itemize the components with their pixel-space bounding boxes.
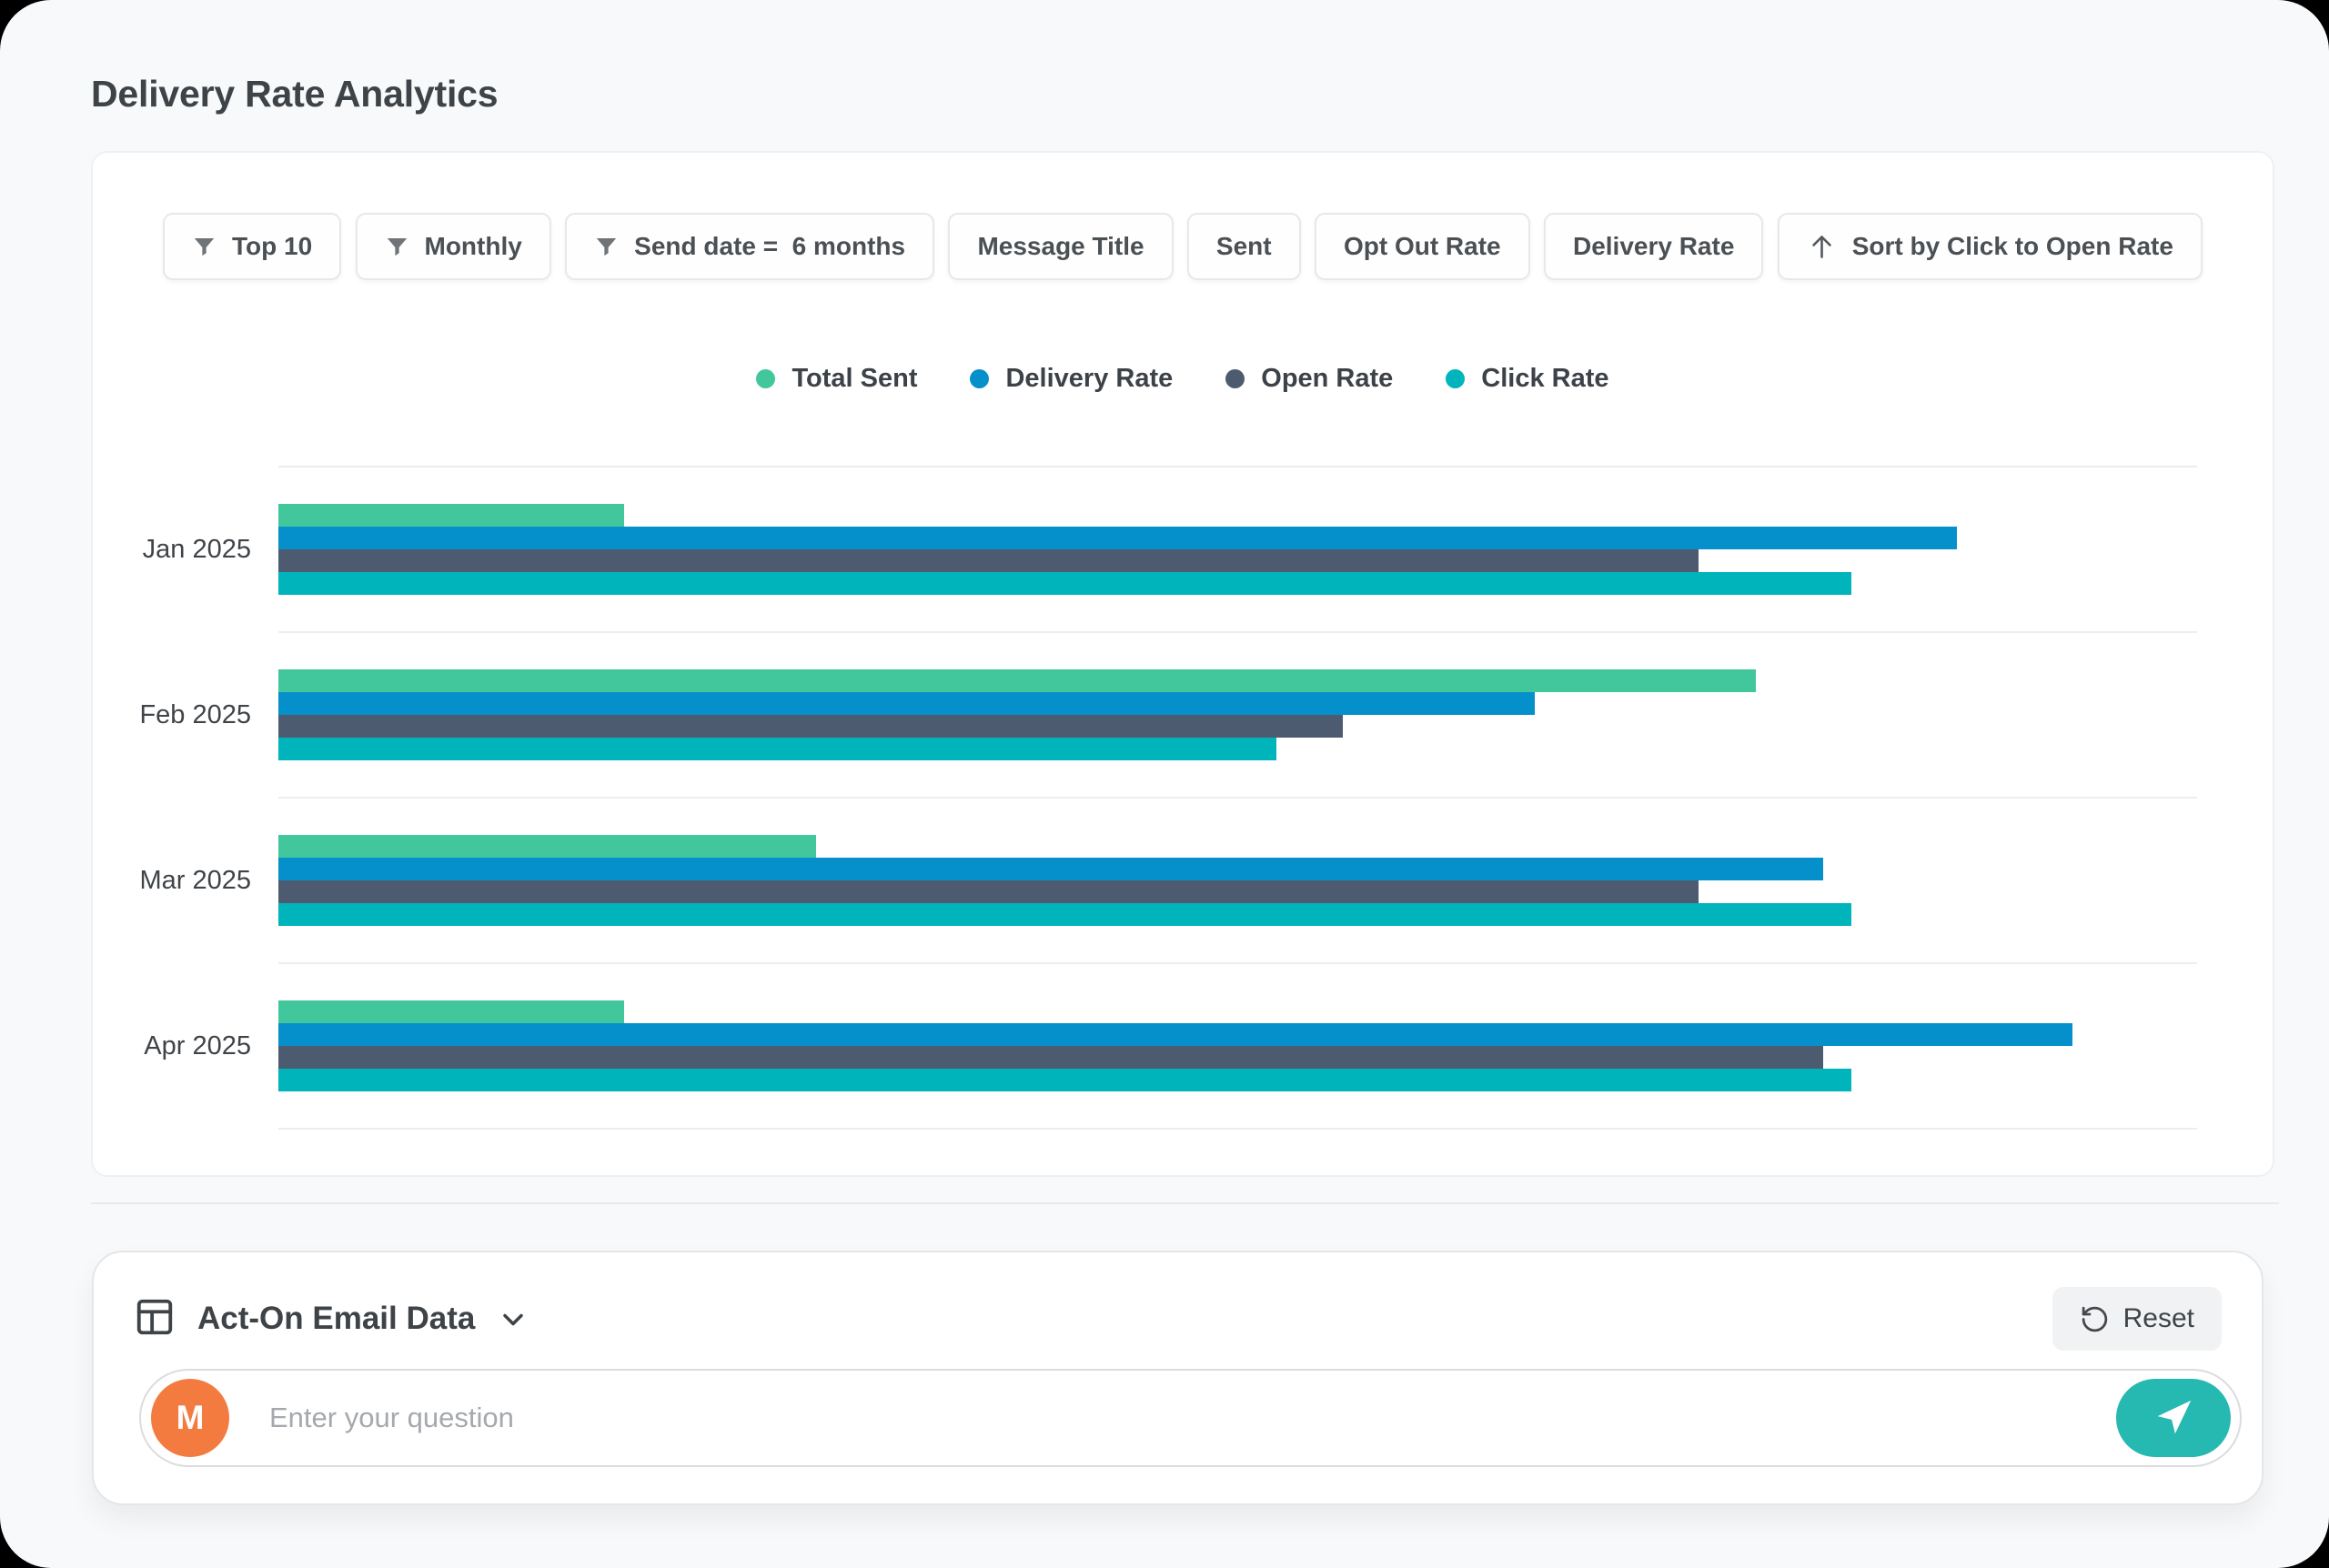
filter-chip-sent[interactable]: Sent — [1186, 213, 1301, 280]
bar-total-sent — [278, 669, 1756, 692]
data-source-label: Act-On Email Data — [197, 1301, 476, 1336]
category-label: Mar 2025 — [139, 865, 251, 895]
legend-dot — [1446, 369, 1466, 388]
chart-row-mar-2025: Mar 2025 — [139, 797, 2197, 962]
legend-item-click-rate[interactable]: Click Rate — [1446, 364, 1609, 394]
legend-label: Click Rate — [1481, 364, 1609, 393]
chart-row-feb-2025: Feb 2025 — [139, 631, 2197, 797]
bar-total-sent — [278, 1000, 624, 1023]
page-title: Delivery Rate Analytics — [91, 73, 499, 115]
bar-click-rate — [278, 1069, 1852, 1091]
filter-chip-top-10[interactable]: Top 10 — [163, 213, 342, 280]
legend-dot — [1225, 369, 1245, 388]
bar-delivery-rate — [278, 858, 1823, 880]
filter-chip-label: Top 10 — [232, 232, 313, 260]
legend-label: Total Sent — [791, 364, 918, 393]
bar-click-rate — [278, 903, 1852, 926]
bar-group — [278, 835, 2197, 926]
filter-chips-row: Top 10 Monthly Send date = 6 months Message… — [163, 213, 2203, 280]
bar-group — [278, 504, 2197, 595]
avatar: M — [151, 1379, 229, 1457]
filter-icon — [594, 235, 619, 259]
send-button[interactable] — [2116, 1379, 2231, 1457]
legend-label: Open Rate — [1261, 364, 1394, 393]
bar-open-rate — [278, 1046, 1823, 1069]
filter-icon — [385, 235, 409, 259]
chart-row-apr-2025: Apr 2025 — [144, 962, 2197, 1128]
bar-delivery-rate — [278, 692, 1536, 715]
filter-icon — [192, 235, 217, 259]
table-icon — [134, 1296, 176, 1342]
reset-button-label: Reset — [2122, 1303, 2194, 1333]
bar-chart: Jan 2025 Feb 2025 Mar 2025 Apr 2025 — [139, 466, 2197, 1130]
bar-open-rate — [278, 549, 1699, 572]
query-panel: Act-On Email Data Reset M — [92, 1251, 2263, 1505]
legend-dot — [970, 369, 990, 388]
analytics-chart-card: Top 10 Monthly Send date = 6 months Message… — [91, 151, 2274, 1177]
filter-chip-label: Opt Out Rate — [1343, 232, 1501, 260]
sort-up-icon — [1807, 232, 1837, 262]
bar-delivery-rate — [278, 527, 1958, 549]
bar-click-rate — [278, 572, 1852, 595]
bar-group — [278, 1000, 2197, 1091]
query-panel-header: Act-On Email Data Reset — [134, 1283, 2222, 1354]
filter-chip-label: Sent — [1215, 232, 1272, 260]
filter-chip-send-date-6-months[interactable]: Send date = 6 months — [565, 213, 935, 280]
bar-group — [278, 669, 2197, 760]
question-input[interactable] — [267, 1401, 2116, 1435]
legend-dot — [756, 369, 776, 388]
legend-label: Delivery Rate — [1005, 364, 1174, 393]
send-plane-icon — [2153, 1397, 2194, 1439]
legend-item-open-rate[interactable]: Open Rate — [1225, 364, 1393, 394]
category-label: Feb 2025 — [139, 699, 251, 729]
bar-total-sent — [278, 504, 624, 527]
filter-chip-label: Monthly — [424, 232, 522, 260]
filter-chip-label: Delivery Rate — [1572, 232, 1735, 260]
filter-chip-delivery-rate[interactable]: Delivery Rate — [1543, 213, 1764, 280]
data-source-selector[interactable]: Act-On Email Data — [134, 1296, 529, 1342]
reset-button[interactable]: Reset — [2052, 1287, 2222, 1351]
bar-open-rate — [278, 715, 1344, 738]
legend-item-delivery-rate[interactable]: Delivery Rate — [970, 364, 1173, 394]
chart-row-jan-2025: Jan 2025 — [143, 466, 2197, 631]
question-input-container: M — [139, 1369, 2242, 1467]
filter-chip-message-title[interactable]: Message Title — [948, 213, 1174, 280]
filter-chip-label: Send date = 6 months — [634, 232, 906, 260]
filter-chip-opt-out-rate[interactable]: Opt Out Rate — [1314, 213, 1530, 280]
chevron-down-icon — [497, 1303, 529, 1341]
bar-click-rate — [278, 738, 1276, 760]
bar-total-sent — [278, 835, 816, 858]
reset-ccw-icon — [2080, 1304, 2110, 1334]
filter-chip-label: Message Title — [977, 232, 1144, 260]
category-label: Apr 2025 — [144, 1030, 251, 1060]
chart-legend: Total Sent Delivery Rate Open Rate Click Ra… — [93, 364, 2273, 394]
bar-open-rate — [278, 880, 1699, 903]
bar-delivery-rate — [278, 1023, 2072, 1046]
filter-chip-monthly[interactable]: Monthly — [355, 213, 551, 280]
section-divider — [91, 1202, 2279, 1204]
category-label: Jan 2025 — [142, 534, 251, 564]
legend-item-total-sent[interactable]: Total Sent — [756, 364, 917, 394]
filter-chip-label: Sort by Click to Open Rate — [1851, 232, 2173, 260]
filter-chip-sort-by-click-to-open-rate[interactable]: Sort by Click to Open Rate — [1777, 213, 2203, 280]
